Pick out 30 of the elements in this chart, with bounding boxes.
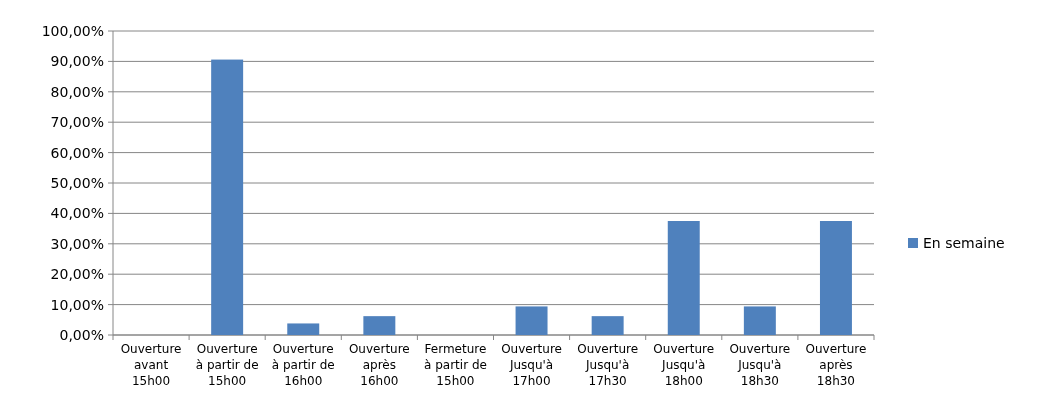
x-tick-label: Ouverture Jusqu'à 18h00: [653, 342, 715, 388]
bar: [591, 316, 624, 335]
y-tick-label: 90,00%: [50, 53, 104, 70]
x-tick-label: Ouverture après 18h30: [805, 342, 867, 388]
x-tick-label: Ouverture Jusqu'à 17h00: [501, 342, 562, 388]
bar: [743, 306, 776, 335]
x-tick-label: Ouverture après 16h00: [348, 342, 410, 388]
bar: [287, 323, 320, 335]
bar: [363, 316, 396, 335]
y-tick-label: 100,00%: [41, 22, 104, 39]
y-tick-label: 70,00%: [50, 114, 104, 131]
legend-label: En semaine: [923, 234, 1005, 251]
bar: [819, 221, 852, 335]
y-tick-label: 80,00%: [50, 83, 104, 100]
x-tick-label: Ouverture à partir de 15h00: [195, 342, 259, 388]
y-tick-label: 20,00%: [50, 266, 104, 283]
x-tick-label: Ouverture Jusqu'à 17h30: [577, 342, 639, 388]
y-tick-label: 30,00%: [50, 235, 104, 252]
x-tick-label: Fermeture à partir de 15h00: [424, 342, 487, 388]
x-tick-label: Ouverture Jusqu'à 18h30: [729, 342, 791, 388]
y-tick-label: 40,00%: [50, 205, 104, 222]
y-tick-label: 60,00%: [50, 144, 104, 161]
y-tick-label: 0,00%: [59, 326, 104, 343]
y-tick-label: 10,00%: [50, 296, 104, 313]
x-tick-label: Ouverture avant 15h00: [120, 342, 182, 388]
x-tick-label: Ouverture à partir de 16h00: [271, 342, 335, 388]
bar: [667, 221, 700, 335]
bar: [515, 306, 548, 335]
bar: [211, 59, 244, 335]
y-tick-label: 50,00%: [50, 174, 104, 191]
